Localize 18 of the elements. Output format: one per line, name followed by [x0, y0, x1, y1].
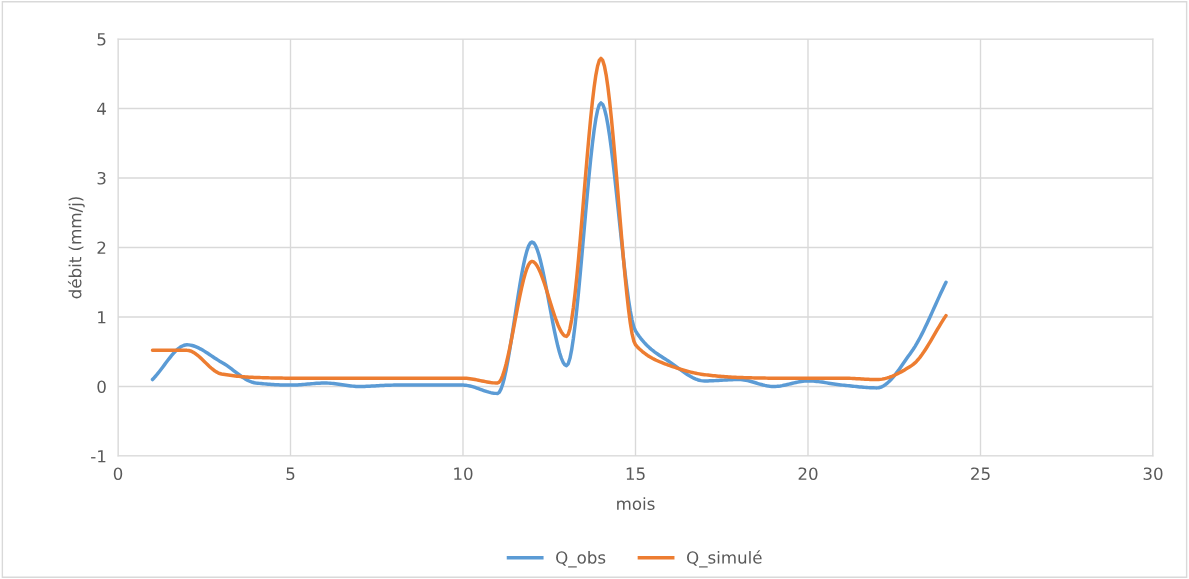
y-tick-label: 4	[97, 102, 106, 115]
y-tick-label: 0	[97, 380, 106, 394]
legend-label: Q_simulé	[687, 550, 762, 568]
x-tick-label: 0	[113, 467, 123, 481]
x-tick-label: 5	[286, 467, 295, 481]
y-tick-label: 1	[98, 311, 106, 324]
x-tick-label: 10	[454, 467, 473, 481]
x-axis-title: mois	[617, 497, 655, 511]
x-tick-label: 15	[626, 467, 645, 481]
y-tick-label: 3	[97, 171, 106, 185]
y-tick-label: 5	[97, 33, 106, 46]
y-axis-title: débit (mm/j)	[67, 197, 85, 299]
x-tick-label: 20	[798, 467, 818, 481]
x-tick-label: 30	[1143, 467, 1163, 481]
y-tick-label: -1	[91, 450, 106, 463]
x-tick-label: 25	[971, 467, 990, 481]
legend-label: Q_obs	[556, 550, 606, 568]
y-tick-label: 2	[97, 241, 106, 254]
